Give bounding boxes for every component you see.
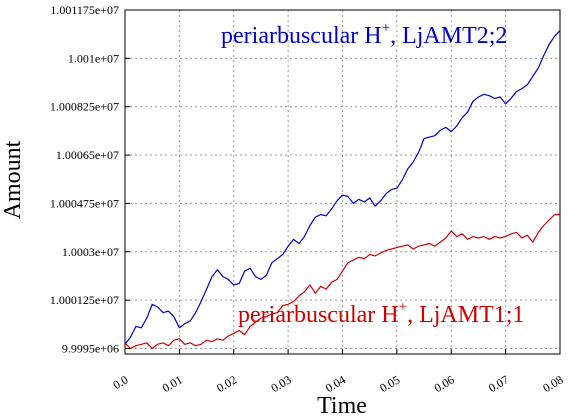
x-tick-label: 0.06 xyxy=(432,372,457,395)
series-label-ljamt22-sup: + xyxy=(382,20,390,36)
y-axis-title: Amount xyxy=(0,140,26,219)
series-label-ljamt11-tail: , LjAMT1;1 xyxy=(407,302,524,328)
x-tick-label: 0.02 xyxy=(214,372,239,395)
series-label-ljamt22-tail: , LjAMT2;2 xyxy=(390,23,507,49)
series-label-ljamt11-base: periarbuscular H xyxy=(238,302,399,328)
series-label-ljamt11-sup: + xyxy=(399,299,407,315)
y-tick-label: 1.001e+07 xyxy=(68,51,119,65)
x-axis-ticks: 0.0 0.01 0.02 0.03 0.04 0.05 0.06 0.07 0.08 xyxy=(111,349,566,395)
y-axis-ticks: 1.001175e+07 1.001e+07 1.000825e+07 1.00065… xyxy=(50,3,130,355)
y-tick-label: 1.000475e+07 xyxy=(50,196,119,210)
y-tick-label: 1.00065e+07 xyxy=(56,148,119,162)
y-tick-label: 1.0003e+07 xyxy=(62,245,119,259)
x-tick-label: 0.07 xyxy=(486,372,511,395)
series-line-0 xyxy=(124,30,561,345)
series-label-ljamt22: periarbuscular H+, LjAMT2;2 xyxy=(221,20,507,49)
series-label-ljamt22-base: periarbuscular H xyxy=(221,23,382,49)
y-tick-label: 1.001175e+07 xyxy=(50,3,119,17)
x-tick-label: 0.05 xyxy=(377,372,402,395)
y-tick-label: 1.000125e+07 xyxy=(50,293,119,307)
x-tick-label: 0.0 xyxy=(111,372,131,392)
series-label-ljamt11: periarbuscular H+, LjAMT1;1 xyxy=(238,299,524,328)
y-tick-label: 9.9995e+06 xyxy=(62,341,119,355)
x-tick-label: 0.08 xyxy=(540,372,565,395)
series-line-1 xyxy=(124,213,560,350)
x-tick-label: 0.03 xyxy=(268,372,293,395)
x-tick-label: 0.01 xyxy=(160,372,185,395)
x-axis-title: Time xyxy=(317,393,367,419)
grid-lines xyxy=(125,9,560,354)
x-tick-label: 0.04 xyxy=(323,372,348,395)
series-lines xyxy=(124,30,561,350)
y-tick-label: 1.000825e+07 xyxy=(50,100,119,114)
